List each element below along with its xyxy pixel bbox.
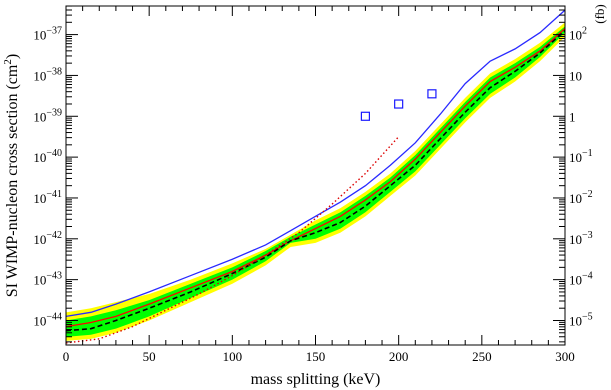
- y-tick-label-left: 10−40: [33, 148, 62, 165]
- series-line-black-dashed: [65, 29, 566, 332]
- x-tick-label: 300: [555, 349, 575, 364]
- x-tick-label: 200: [389, 349, 409, 364]
- right-axis-title: (fb): [592, 4, 607, 24]
- y-tick-label-left: 10−41: [33, 189, 62, 206]
- y-tick-label-right: 10: [569, 68, 582, 83]
- y-tick-label-left: 10−43: [33, 271, 62, 288]
- tick-marks: [65, 5, 566, 345]
- y-tick-label-right: 10−5: [569, 311, 593, 328]
- series-line-blue-solid: [65, 9, 566, 318]
- plot-area: [65, 5, 566, 346]
- y-axis-title: SI WIMP-nucleon cross section (cm2): [2, 54, 21, 297]
- y-tick-label-right: 10−1: [569, 148, 593, 165]
- x-tick-label: 250: [472, 349, 492, 364]
- y-tick-label-right: 10−3: [569, 230, 593, 247]
- band-1sigma: [66, 26, 565, 337]
- y-tick-label-left: 10−39: [33, 107, 62, 124]
- x-tick-label: 150: [306, 349, 326, 364]
- y-tick-label-right: 10−4: [569, 271, 593, 288]
- y-tick-label-right: 10−2: [569, 189, 593, 206]
- x-tick-label: 100: [223, 349, 243, 364]
- markers-layer: [360, 89, 437, 121]
- y-tick-label-left: 10−38: [33, 66, 62, 83]
- series-layer: [65, 9, 566, 344]
- bands-layer: [66, 22, 565, 341]
- y-tick-label-left: 10−42: [33, 230, 62, 247]
- x-tick-label: 0: [63, 349, 70, 364]
- series-line-red-solid: [65, 27, 566, 328]
- marker-square: [394, 99, 404, 109]
- marker-square: [360, 111, 370, 121]
- y-tick-label-left: 10−37: [33, 26, 62, 43]
- y-tick-label-right: 102: [569, 26, 587, 43]
- series-line-red-dotted: [65, 136, 400, 344]
- y-tick-label-left: 10−44: [33, 311, 62, 328]
- x-axis-title: mass splitting (keV): [251, 371, 381, 388]
- plot-frame: [65, 5, 566, 346]
- marker-square: [427, 89, 437, 99]
- band-2sigma: [66, 22, 565, 341]
- x-tick-label: 50: [143, 349, 156, 364]
- y-tick-label-right: 1: [569, 109, 576, 124]
- tick-labels: 0 50 100 150 200 250 30010−4410−4310−4210−4110…: [33, 26, 592, 364]
